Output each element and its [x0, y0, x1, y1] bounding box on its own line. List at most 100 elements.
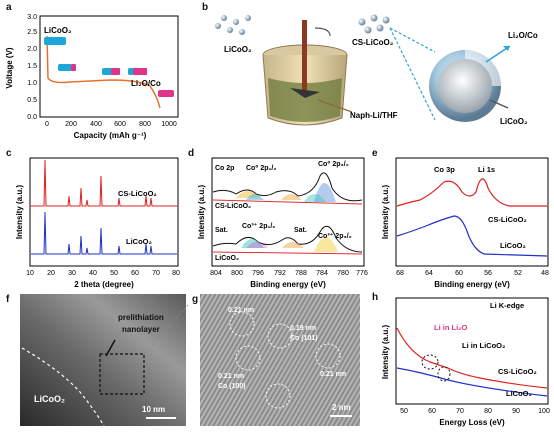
ytick: 1.0 — [27, 80, 37, 87]
zoom-lines — [389, 27, 436, 121]
xtick: 90 — [512, 408, 520, 415]
hrtem-image — [200, 294, 360, 426]
ytick: 2.0 — [27, 46, 37, 53]
ann-li2o: Li in Li₂O — [434, 323, 467, 332]
xtick: 52 — [514, 270, 522, 277]
scale-label: 2 nm — [332, 403, 351, 412]
ann-circle-2 — [437, 366, 451, 382]
particle-mid2 — [102, 68, 120, 75]
xtick: 48 — [541, 270, 549, 277]
spectrum-bottom — [212, 225, 363, 253]
particle-mid1 — [58, 64, 76, 71]
panel-h-label: h — [372, 292, 379, 303]
panel-d-label: d — [188, 148, 195, 159]
xtick: 1000 — [161, 121, 177, 128]
series-label: CS-LiCoO₂ — [215, 203, 251, 210]
xtick: 80 — [172, 270, 180, 277]
panel-c: c CS-LiCoO₂ LiCoO₂ 10 20 30 40 50 60 70 … — [0, 148, 185, 290]
ann-co0-2p12: Co⁰ 2p₁/₂ — [246, 164, 276, 172]
xtick: 800 — [231, 270, 243, 277]
scale-label: 10 nm — [142, 405, 165, 414]
xtick: 804 — [210, 270, 222, 277]
xtick: 780 — [337, 270, 349, 277]
xtick: 70 — [456, 408, 464, 415]
panel-e-xlabel: Binding energy (eV) — [434, 280, 510, 289]
panel-f: f prelithiation nanolayer LiCoO₂ 10 nm — [0, 292, 197, 429]
xtick: 796 — [252, 270, 264, 277]
ytick: 0.0 — [27, 114, 37, 121]
panel-e-xticks: 68 64 60 56 52 48 — [396, 270, 549, 277]
solution-pointer — [317, 99, 353, 113]
xtick: 100 — [538, 408, 550, 415]
panel-a-frame — [39, 15, 179, 118]
panel-a-ylabel: Voltage (V) — [5, 47, 14, 89]
panel-d-chart: Co 2p Co⁰ 2p₁/₂ Co⁰ 2p₃/₂ CS-LiCoO₂ Sat.… — [197, 157, 368, 289]
ytick: 3.0 — [27, 14, 37, 21]
peak-li1s: Li 1s — [478, 165, 495, 174]
fit-peak — [314, 183, 336, 202]
xtick: 68 — [396, 270, 404, 277]
panel-a-chart: 0.0 0.5 1.0 1.5 2.0 2.5 3.0 0 200 400 60… — [5, 14, 179, 140]
ann-co3-2p32: Co³⁺ 2p₃/₂ — [318, 232, 352, 240]
panel-h-ylabel: Intensity (a.u.) — [381, 325, 390, 380]
panel-d-xlabel: Binding energy (eV) — [250, 280, 326, 289]
zoom-connector — [143, 295, 197, 355]
reactant-label: LiCoO₂ — [224, 45, 252, 54]
panel-h-chart: Li K-edge Li in Li₂O Li in LiCoO₂ CS-LiC… — [381, 297, 550, 427]
fit-peak — [304, 194, 326, 202]
xtick: 60 — [131, 270, 139, 277]
fit-peak — [314, 237, 338, 252]
panel-g: g 0.21 nm 0.19 nm Co (101) 0.21 nm Co (1… — [190, 292, 364, 429]
tag-end: Li₂O/Co — [131, 79, 161, 88]
ann-sat-2: Sat. — [294, 227, 307, 234]
ann-sat-1: Sat. — [215, 227, 228, 234]
panel-b: b LiCoO₂ — [190, 0, 554, 145]
spectrum-top — [212, 172, 363, 202]
panel-a-xlabel: Capacity (mAh g⁻¹) — [74, 131, 147, 140]
xtick: 800 — [139, 121, 151, 128]
series-label: CS-LiCoO₂ — [118, 189, 157, 198]
xtick: 60 — [428, 408, 436, 415]
fit-peak — [282, 242, 304, 248]
d-spacing-4: 0.21 nm — [320, 371, 346, 378]
xtick: 30 — [68, 270, 76, 277]
panel-f-label: f — [6, 294, 10, 305]
panel-a: a 0.0 0.5 1.0 1.5 2.0 2.5 3.0 0 200 400 … — [0, 0, 185, 145]
product-label: CS-LiCoO₂ — [352, 38, 394, 47]
panel-h-title: Li K-edge — [490, 301, 524, 310]
tem-image — [20, 294, 186, 426]
panel-h-xlabel: Energy Loss (eV) — [439, 418, 505, 427]
panel-c-xlabel: 2 theta (degree) — [74, 280, 134, 289]
panel-e: e Co 3p Li 1s CS-LiCoO₂ LiCoO₂ 68 64 60 … — [370, 148, 554, 290]
core-shell-sphere — [429, 50, 501, 122]
panel-c-label: c — [6, 148, 12, 159]
reactant-particles — [215, 15, 251, 35]
eels-cs — [396, 327, 548, 389]
series-label: CS-LiCoO₂ — [488, 215, 527, 224]
peak-co3p: Co 3p — [434, 165, 455, 174]
product-particles — [358, 14, 390, 34]
series-label: LiCoO₂ — [500, 241, 526, 250]
panel-d-frame — [211, 157, 365, 267]
zoom-box — [99, 353, 145, 395]
series-label: LiCoO₂ — [506, 389, 532, 398]
fit-peak — [281, 194, 302, 200]
d-spacing-2: 0.19 nm — [290, 325, 316, 332]
particle-mid3 — [128, 68, 147, 75]
nanolayer-label: nanolayer — [122, 325, 160, 334]
series-label: CS-LiCoO₂ — [498, 367, 537, 376]
particle-start — [44, 37, 66, 45]
panel-e-ylabel: Intensity (a.u.) — [381, 185, 390, 240]
xrd-top — [31, 159, 177, 207]
panel-c-ylabel: Intensity (a.u.) — [15, 185, 24, 240]
prelithiation-label: prelithiation — [118, 313, 164, 322]
panel-e-label: e — [372, 148, 378, 159]
xtick: 80 — [484, 408, 492, 415]
panel-d: d Co 2p Co⁰ 2p₁/₂ Co⁰ 2p₃/₂ CS-LiCoO₂ Sa… — [186, 148, 368, 290]
ytick: 1.5 — [27, 63, 37, 70]
xtick: 50 — [110, 270, 118, 277]
spectrum-cs — [396, 178, 547, 207]
interface-line — [21, 347, 105, 427]
panel-e-frame — [395, 157, 549, 267]
panel-a-label: a — [6, 2, 12, 13]
